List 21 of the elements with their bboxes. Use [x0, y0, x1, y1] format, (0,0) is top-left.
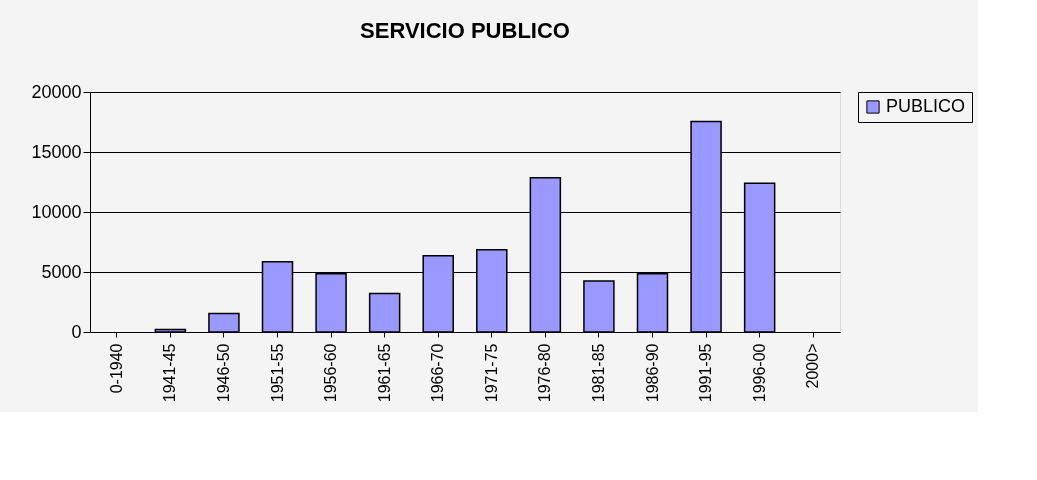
- x-tick-label: 1991-95: [697, 343, 715, 403]
- chart-title: SERVICIO PUBLICO: [360, 18, 570, 43]
- x-tick-label: 1971-75: [482, 343, 500, 403]
- x-tick-label: 1981-85: [589, 343, 607, 403]
- x-tick-label: 1996-00: [750, 343, 768, 403]
- x-tick-label: 1946-50: [214, 343, 232, 403]
- y-tick-label: 0: [71, 321, 82, 342]
- x-tick-label: 0-1940: [107, 343, 125, 394]
- x-tick-label: 1956-60: [322, 343, 340, 403]
- x-tick-label: 1961-65: [375, 343, 393, 403]
- x-tick-label: 1941-45: [161, 343, 179, 403]
- y-tick-label: 5000: [41, 261, 82, 282]
- x-tick-label: 1966-70: [429, 343, 447, 403]
- y-tick-label: 20000: [31, 81, 82, 102]
- x-tick-label: 1951-55: [268, 343, 286, 403]
- x-tick-label: 1986-90: [643, 343, 661, 403]
- y-tick-label: 15000: [31, 141, 82, 162]
- y-tick-label: 10000: [31, 201, 82, 222]
- x-tick-label: 1976-80: [536, 343, 554, 403]
- legend-label: PUBLICO: [886, 96, 966, 116]
- x-tick-label: 2000>: [804, 343, 822, 389]
